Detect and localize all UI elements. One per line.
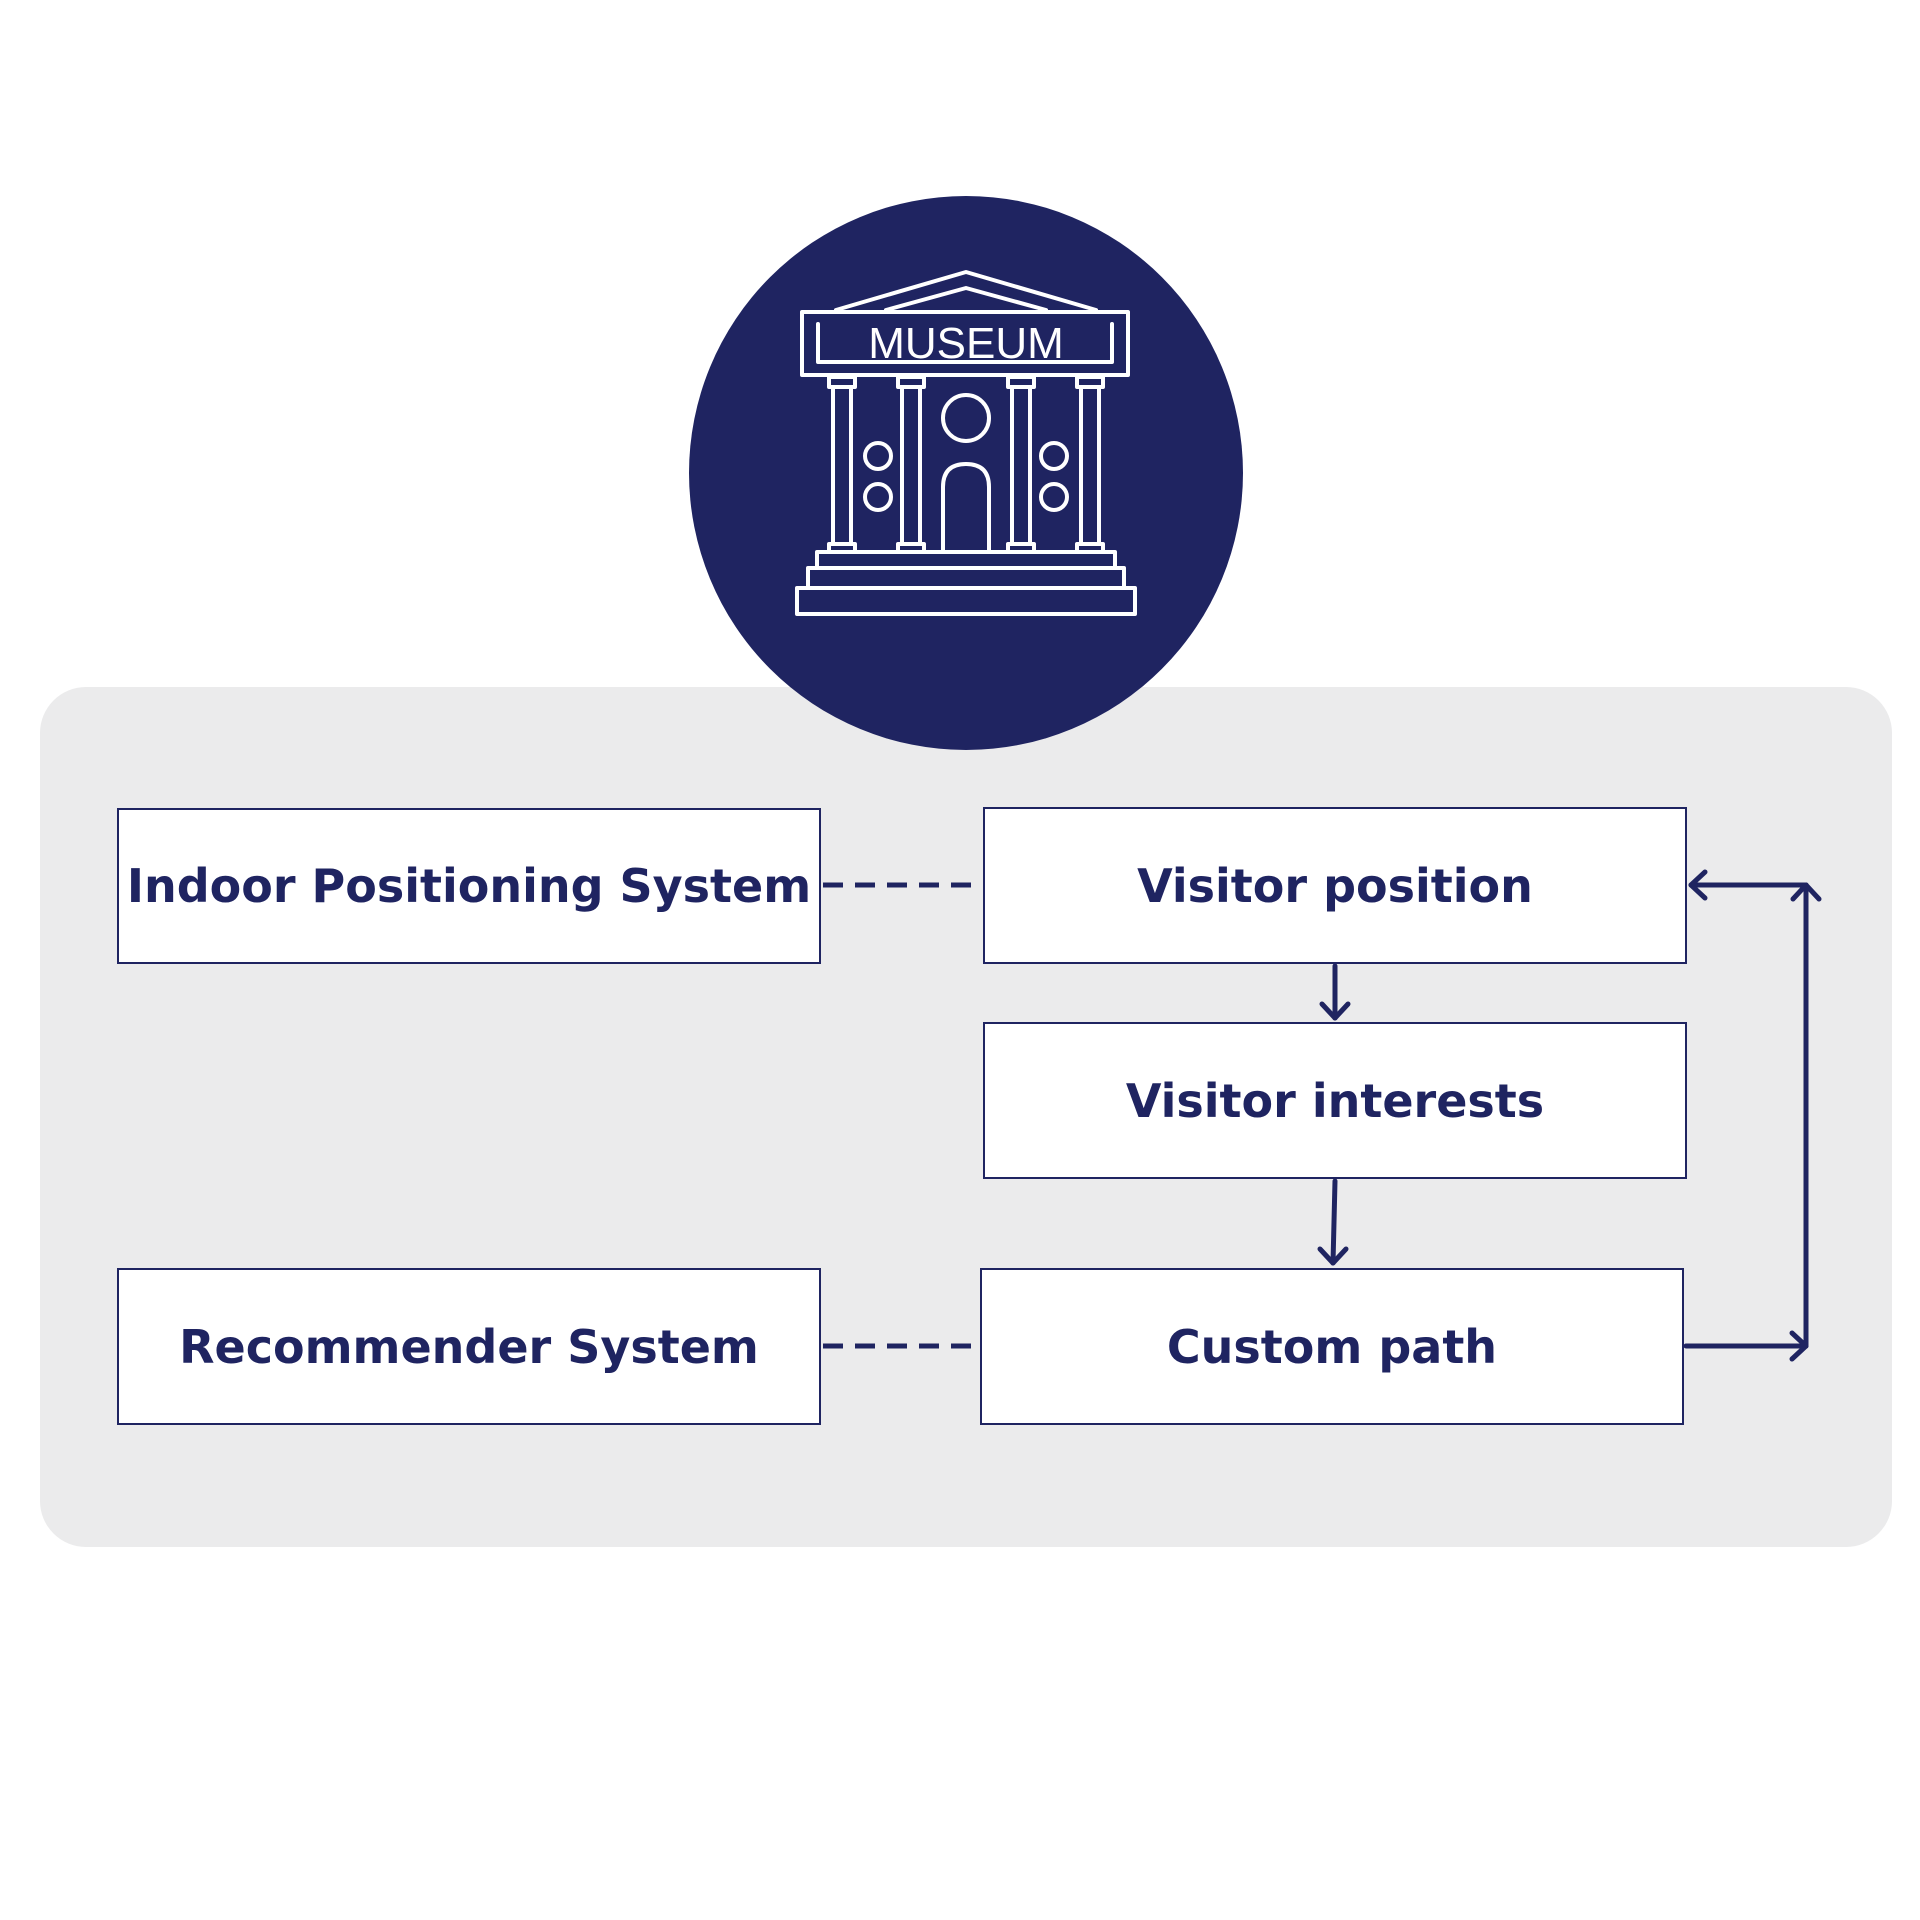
indoor-positioning-system-box: Indoor Positioning System bbox=[117, 808, 821, 964]
museum-badge: MUSEUM bbox=[689, 196, 1243, 750]
visitor-interests-box: Visitor interests bbox=[983, 1022, 1687, 1179]
museum-building-icon: MUSEUM bbox=[795, 270, 1137, 616]
indoor-positioning-system-label: Indoor Positioning System bbox=[126, 859, 812, 913]
visitor-position-box: Visitor position bbox=[983, 807, 1687, 964]
custom-path-box: Custom path bbox=[980, 1268, 1684, 1425]
visitor-interests-label: Visitor interests bbox=[1125, 1073, 1545, 1128]
museum-sign-text: MUSEUM bbox=[868, 319, 1064, 368]
feedback-loop-arrow bbox=[1683, 869, 1822, 1362]
custom-path-label: Custom path bbox=[1166, 1319, 1498, 1374]
visitor-position-label: Visitor position bbox=[1137, 858, 1533, 913]
recommender-system-box: Recommender System bbox=[117, 1268, 821, 1425]
arrow-position-to-interests bbox=[1319, 963, 1351, 1021]
arrow-interests-to-custom-path bbox=[1317, 1178, 1349, 1266]
recommender-system-label: Recommender System bbox=[179, 1319, 759, 1374]
